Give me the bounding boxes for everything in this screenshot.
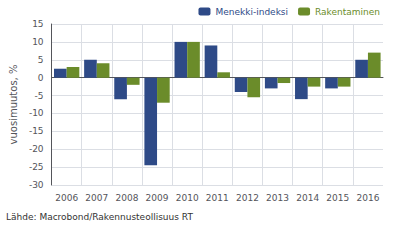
svg-text:2015: 2015 bbox=[326, 193, 349, 203]
svg-text:-25: -25 bbox=[29, 162, 44, 172]
svg-text:0: 0 bbox=[38, 73, 44, 83]
svg-text:-10: -10 bbox=[29, 108, 44, 118]
svg-text:2009: 2009 bbox=[146, 193, 169, 203]
svg-text:2014: 2014 bbox=[296, 193, 319, 203]
svg-text:Rakentaminen: Rakentaminen bbox=[315, 7, 380, 17]
svg-text:2006: 2006 bbox=[55, 193, 78, 203]
svg-text:2012: 2012 bbox=[236, 193, 259, 203]
svg-text:2013: 2013 bbox=[266, 193, 289, 203]
svg-text:2008: 2008 bbox=[115, 193, 138, 203]
svg-text:vuosimuutos, %: vuosimuutos, % bbox=[8, 65, 19, 145]
svg-text:10: 10 bbox=[32, 37, 44, 47]
svg-text:Lähde: Macrobond/Rakennusteoll: Lähde: Macrobond/Rakennusteollisuus RT bbox=[6, 212, 193, 222]
svg-text:-20: -20 bbox=[29, 144, 44, 154]
svg-text:2007: 2007 bbox=[85, 193, 108, 203]
svg-text:5: 5 bbox=[38, 55, 44, 65]
svg-text:2010: 2010 bbox=[176, 193, 199, 203]
svg-text:-15: -15 bbox=[29, 126, 44, 136]
svg-text:2016: 2016 bbox=[356, 193, 379, 203]
svg-text:-5: -5 bbox=[35, 91, 44, 101]
svg-text:Menekki-indeksi: Menekki-indeksi bbox=[215, 7, 288, 17]
svg-text:2011: 2011 bbox=[206, 193, 229, 203]
svg-text:15: 15 bbox=[32, 19, 43, 29]
svg-text:-30: -30 bbox=[29, 180, 44, 190]
